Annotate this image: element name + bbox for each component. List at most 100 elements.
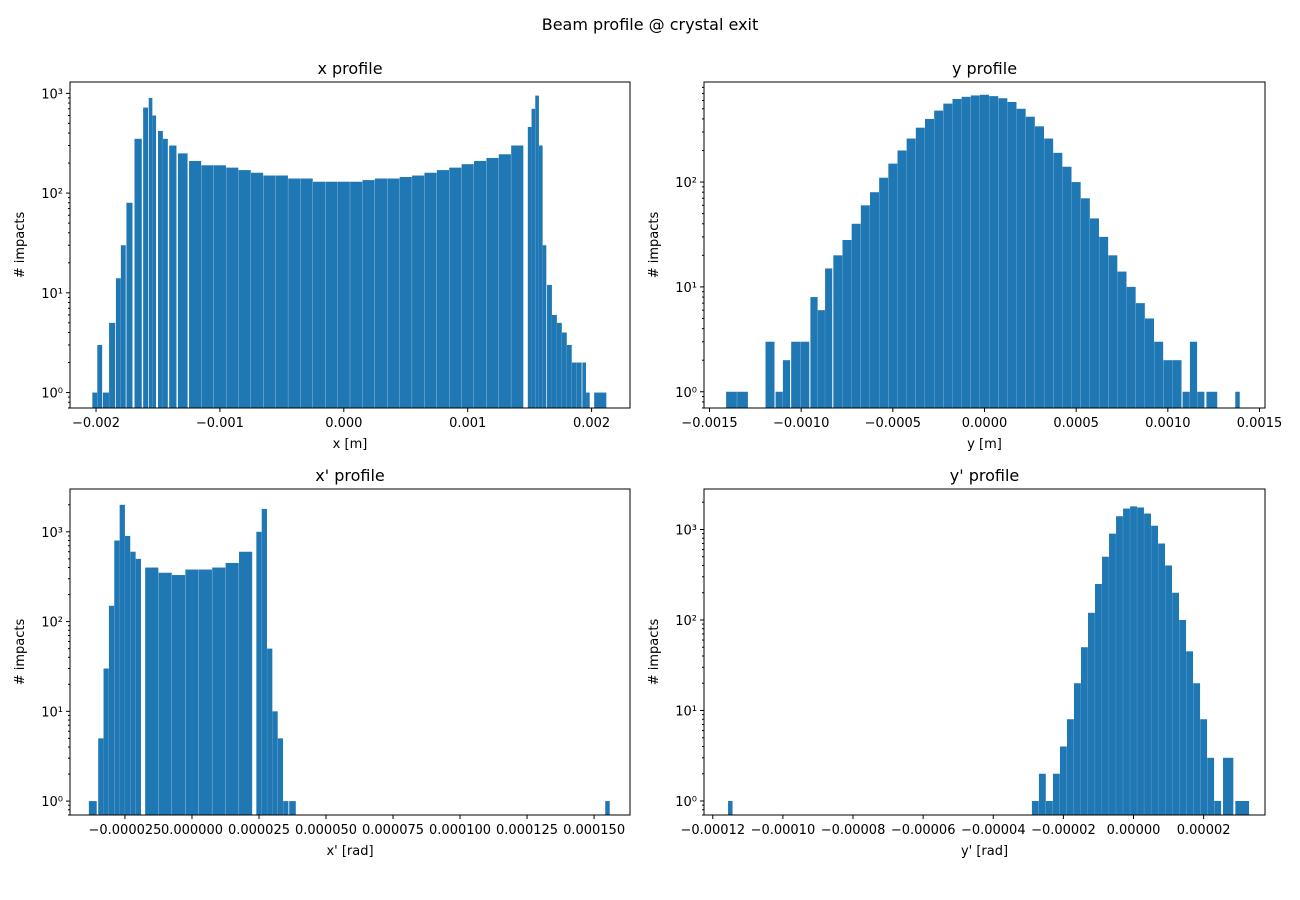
x-tick-label: 0.0010 <box>1145 416 1191 431</box>
x-tick-label: −0.000025 <box>88 823 161 838</box>
histogram-bar <box>169 145 177 408</box>
histogram-bar <box>436 170 449 408</box>
histogram-bar <box>915 127 925 408</box>
y-tick-label: 10² <box>41 187 63 202</box>
histogram-bar <box>387 178 400 408</box>
axes-frame <box>69 488 631 816</box>
histogram-bar <box>561 332 567 408</box>
histogram-bar <box>1151 525 1158 815</box>
histogram-bar <box>88 801 97 815</box>
histogram-bar <box>538 145 543 408</box>
histogram-bar <box>934 110 944 409</box>
x-tick-label: 0.002 <box>573 416 610 431</box>
x-tick-label: −0.0010 <box>773 416 829 431</box>
histogram-bar <box>399 177 412 408</box>
histogram-bar <box>98 738 104 815</box>
histogram-bar <box>1186 651 1194 815</box>
histogram-bar <box>152 115 157 409</box>
x-tick-label: −0.00010 <box>751 823 816 838</box>
histogram-bar <box>737 391 748 408</box>
y-tick-label: 10⁰ <box>675 386 697 401</box>
histogram-bar <box>906 138 916 409</box>
histogram-bar <box>185 569 199 815</box>
panel-yprime-profile: −0.00012 −0.00010 −0.00008 −0.00006 −0.00004… <box>647 466 1266 859</box>
y-tick-label: 10² <box>41 616 63 631</box>
x-tick-label: 0.0000 <box>962 416 1008 431</box>
histogram-bar <box>325 181 338 408</box>
histogram-bar <box>1172 592 1180 815</box>
histogram-bar <box>1080 647 1088 815</box>
histogram-bar <box>162 138 168 408</box>
panel-title: y' profile <box>950 466 1020 485</box>
histogram-bar <box>1130 506 1137 815</box>
x-axis-label: x [m] <box>333 437 368 452</box>
histogram-bar <box>552 314 557 408</box>
histogram-bar <box>337 181 350 408</box>
histogram-bar <box>498 154 511 408</box>
histogram-bar <box>148 97 153 409</box>
histogram-bar <box>542 245 547 408</box>
x-tick-label: −0.001 <box>196 416 244 431</box>
histogram-bar <box>275 175 288 408</box>
histogram-bar <box>134 138 142 408</box>
histogram-bar <box>102 392 109 408</box>
x-tick-label: 0.001 <box>449 416 486 431</box>
panel-title: x profile <box>317 59 382 78</box>
histogram-bar <box>571 362 577 408</box>
histogram-bar <box>312 181 326 408</box>
histogram-bar <box>1116 516 1123 815</box>
histogram-bar <box>474 160 487 408</box>
y-axis-label: # impacts <box>13 212 28 279</box>
histogram-bar <box>350 181 363 408</box>
histogram-bar <box>449 167 462 408</box>
histogram-bar <box>1189 341 1198 408</box>
histogram-bar <box>1154 341 1164 408</box>
histogram-bar <box>1088 612 1095 815</box>
histogram-bar <box>1145 318 1154 408</box>
x-tick-label: −0.00012 <box>680 823 745 838</box>
histogram-bar <box>461 164 474 408</box>
histogram-bar <box>879 177 889 408</box>
histogram-bar <box>267 648 273 815</box>
histogram-bar <box>556 322 562 408</box>
histogram-bar <box>1163 360 1173 408</box>
x-tick-label: 0.000025 <box>228 823 290 838</box>
histogram-bar <box>261 508 267 815</box>
y-tick-label: 10³ <box>675 523 697 538</box>
histogram-bar <box>605 801 610 815</box>
histogram-bar <box>1108 255 1118 408</box>
histogram-bar <box>566 344 572 408</box>
histogram-bar <box>412 175 425 408</box>
histogram-bar <box>535 95 539 408</box>
histogram-bar <box>212 567 226 815</box>
histogram-bar <box>486 157 499 408</box>
histogram-bar <box>277 738 284 815</box>
histogram-bar <box>256 531 262 815</box>
histogram-bar <box>870 192 879 408</box>
histogram-bar <box>272 711 278 815</box>
histogram-bar <box>126 202 133 408</box>
histogram-bar <box>374 178 388 408</box>
histogram-bar <box>424 172 437 408</box>
histogram-bar <box>810 297 818 408</box>
histogram-bar <box>1066 719 1074 815</box>
histogram-bar <box>576 362 582 408</box>
histogram-bar <box>970 95 980 408</box>
histogram-bar <box>114 540 120 815</box>
x-axis-label: x' [rad] <box>326 844 373 859</box>
y-tick-label: 10⁰ <box>41 387 63 402</box>
histogram-bar <box>239 551 253 815</box>
panel-x-profile: −0.002 −0.001 0.000 0.001 0.002 10⁰ 10¹ 10² 10³ x… <box>13 59 631 452</box>
histogram-bar <box>511 145 524 408</box>
histogram-bar <box>989 96 999 409</box>
histogram-bar <box>158 572 172 815</box>
histogram-bar <box>125 535 131 815</box>
y-tick-label: 10² <box>675 176 697 191</box>
x-tick-label: −0.002 <box>72 416 120 431</box>
histogram-bar <box>925 118 934 409</box>
y-tick-label: 10⁰ <box>41 795 63 810</box>
histogram-bar <box>1158 543 1165 815</box>
y-tick-label: 10¹ <box>41 705 63 720</box>
histogram-bar <box>860 205 870 408</box>
